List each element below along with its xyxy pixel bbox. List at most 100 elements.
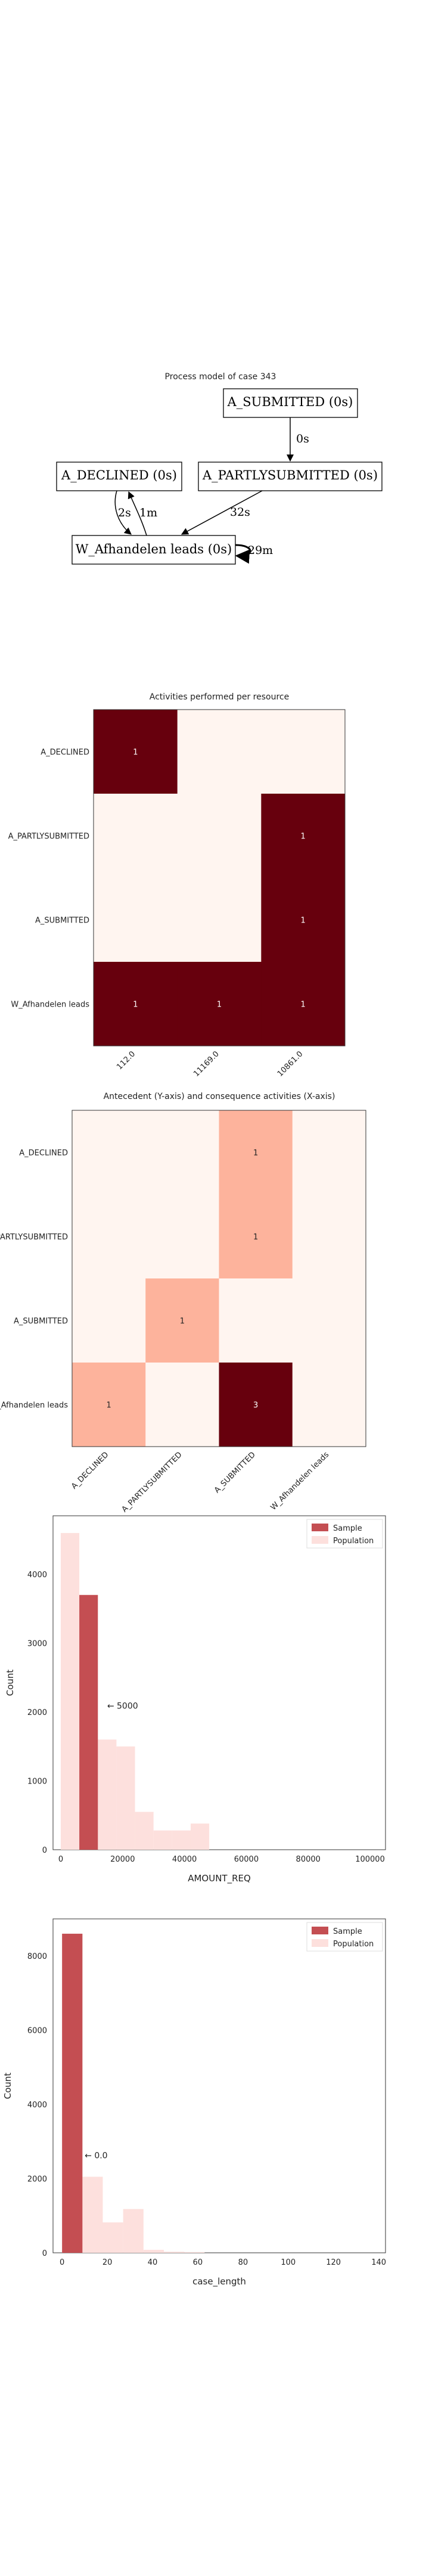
heatmap-cell (219, 1194, 293, 1279)
process-model: Process model of case 343 A_SUBMITTED (0… (56, 372, 383, 565)
population-bar (102, 2222, 123, 2253)
node-a-submitted-label: A_SUBMITTED (0s) (227, 395, 353, 409)
node-a-declined-label: A_DECLINED (0s) (61, 468, 177, 482)
node-w-afhandelen-leads[interactable]: W_Afhandelen leads (0s) (72, 535, 236, 565)
y-tick-label: 0 (42, 2249, 47, 2258)
histogram1-ylabel: Count (5, 1670, 15, 1696)
heatmap-row-label: A_PARTLYSUBMITTED (0, 1233, 68, 1242)
heatmap-row-label: W_Afhandelen leads (11, 1001, 89, 1010)
population-bar (172, 1830, 191, 1850)
heatmap-cell (219, 1278, 293, 1363)
heatmap-cell-value: 1 (301, 832, 306, 841)
legend-swatch-sample (312, 1927, 328, 1934)
x-tick-label: 60000 (234, 1855, 259, 1864)
edge-w-self-loop: 29m (235, 544, 273, 564)
population-bar (82, 2176, 103, 2253)
heatmap-cell (94, 794, 178, 878)
x-tick-label: 0 (58, 1855, 63, 1864)
population-bar (190, 1823, 210, 1850)
x-tick-label: 80 (238, 2258, 248, 2267)
edge-submitted-to-partlysubmitted: 0s (287, 417, 309, 462)
heatmap-cell (219, 1363, 293, 1447)
heatmap1-title: Activities performed per resource (150, 692, 289, 702)
y-tick-label: 4000 (27, 2101, 47, 2110)
heatmap-row-label: A_SUBMITTED (14, 1317, 68, 1326)
legend-label-sample: Sample (333, 1524, 362, 1533)
heatmap-cell (145, 1278, 219, 1363)
heatmap-cell (177, 878, 262, 962)
heatmap-cell-value: 1 (301, 1001, 306, 1010)
population-bar (98, 1739, 117, 1850)
edge-w-to-declined: 1m (128, 491, 157, 536)
heatmap-cell (145, 1363, 219, 1447)
legend-label-population: Population (333, 1940, 374, 1949)
heatmap-row-label: A_PARTLYSUBMITTED (8, 832, 89, 841)
node-w-afhandelen-leads-label: W_Afhandelen leads (0s) (76, 542, 232, 556)
y-tick-label: 3000 (27, 1640, 47, 1649)
histogram2-ylabel: Count (2, 2073, 13, 2100)
edge-declined-to-w: 2s (114, 490, 132, 535)
legend-swatch-sample (312, 1524, 328, 1531)
histogram1-xlabel: AMOUNT_REQ (188, 1873, 251, 1884)
heatmap-cell (261, 878, 346, 962)
x-tick-label: 20000 (110, 1855, 135, 1864)
heatmap-column-label: A_PARTLYSUBMITTED (120, 1450, 184, 1514)
population-bar (123, 2209, 144, 2253)
heatmap-cell-value: 1 (106, 1401, 111, 1410)
node-a-partlysubmitted[interactable]: A_PARTLYSUBMITTED (0s) (198, 462, 383, 491)
heatmap-column-label: 10861.0 (276, 1049, 305, 1079)
heatmap-cell-value: 1 (180, 1317, 185, 1326)
heatmap-row-label: W_Afhandelen leads (0, 1401, 68, 1410)
population-bar (184, 2252, 205, 2253)
heatmap-cell (177, 794, 262, 878)
heatmap-cell (145, 1194, 219, 1279)
heatmap-cell (94, 710, 178, 794)
histogram-case-length: 0 20 40 60 80 100 120 140 0 2000 4000 6000 8000 ← 0… (2, 1918, 386, 2287)
heatmap-row-label: A_SUBMITTED (35, 917, 89, 925)
x-tick-label: 100000 (355, 1855, 385, 1864)
heatmap-cell-value: 1 (133, 1001, 138, 1010)
edge-label-2s: 2s (118, 506, 131, 519)
heatmap-cell (292, 1194, 366, 1279)
heatmap-cell (72, 1278, 146, 1363)
heatmap-cell (177, 962, 262, 1046)
y-tick-label: 8000 (27, 1952, 47, 1961)
heatmap-cell (219, 1110, 293, 1195)
histogram2-xlabel: case_length (192, 2276, 246, 2287)
histogram1-annotation: ← 5000 (107, 1701, 138, 1711)
histogram-amount-req: 0 20000 40000 60000 80000 100000 0 1000 2000 300… (5, 1515, 386, 1884)
population-bar (135, 1812, 154, 1850)
heatmap-row-label: A_DECLINED (41, 748, 89, 757)
heatmap-row-label: A_DECLINED (19, 1149, 68, 1158)
heatmap-cell (261, 794, 346, 878)
heatmap-cell (72, 1363, 146, 1447)
heatmap-column-label: A_DECLINED (70, 1450, 110, 1491)
population-bar (153, 1830, 172, 1850)
heatmap-antecedent-consequence: Antecedent (Y-axis) and consequence acti… (0, 1092, 366, 1514)
heatmap-cell (292, 1363, 366, 1447)
legend-label-sample: Sample (333, 1927, 362, 1936)
sample-bar (79, 1594, 98, 1850)
heatmap-cell-value: 1 (253, 1233, 258, 1242)
x-tick-label: 80000 (296, 1855, 321, 1864)
node-a-declined[interactable]: A_DECLINED (0s) (56, 462, 182, 491)
x-tick-label: 120 (326, 2258, 341, 2267)
heatmap-column-label: 112.0 (115, 1049, 137, 1072)
population-bar (60, 1532, 80, 1850)
edge-label-1m: 1m (139, 506, 157, 519)
heatmap-cell (94, 962, 178, 1046)
edge-partlysubmitted-to-w: 32s (181, 490, 263, 535)
population-bar (164, 2252, 185, 2253)
node-a-submitted[interactable]: A_SUBMITTED (0s) (223, 388, 358, 418)
histogram2-annotation: ← 0.0 (85, 2151, 107, 2160)
edge-label-29m: 29m (248, 544, 273, 557)
x-tick-label: 100 (281, 2258, 296, 2267)
heatmap-cell (72, 1194, 146, 1279)
y-tick-label: 6000 (27, 2027, 47, 2036)
heatmap-cell (261, 962, 346, 1046)
heatmap-cell-value: 1 (133, 748, 138, 757)
heatmap-cell (72, 1110, 146, 1195)
heatmap-cell-value: 1 (217, 1001, 222, 1010)
histogram1-legend: Sample Population (306, 1519, 383, 1549)
